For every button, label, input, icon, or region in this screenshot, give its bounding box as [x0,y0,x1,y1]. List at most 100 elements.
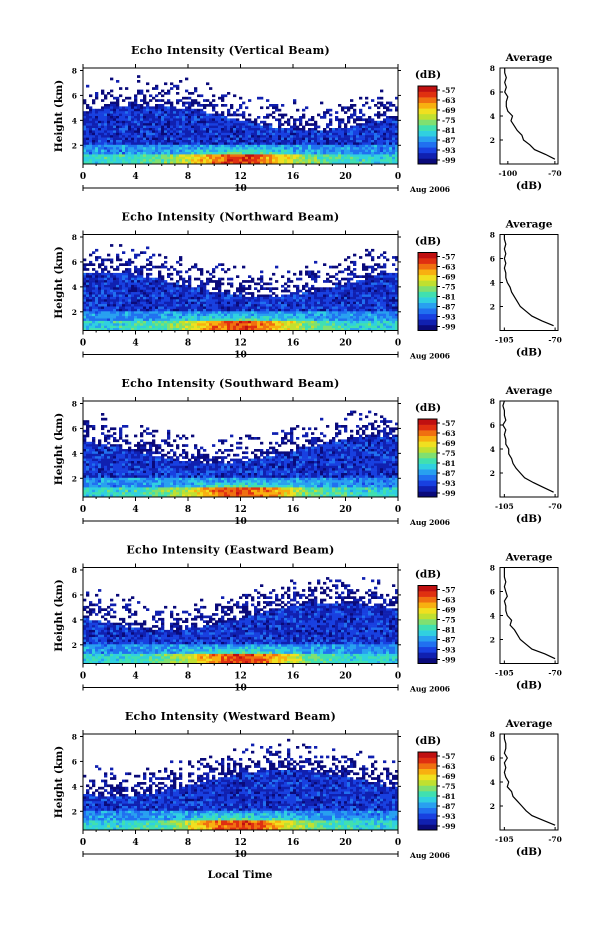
heatmap-cell [263,318,267,322]
heatmap-cell [284,128,288,131]
heatmap-cell [206,149,210,153]
heatmap-cell [299,132,303,136]
heatmap-cell [185,96,189,100]
heatmap-cell [326,156,330,160]
heatmap-cell [119,94,123,98]
heatmap-cell [188,120,192,124]
heatmap-cell [278,311,282,314]
heatmap-cell [191,265,195,269]
heatmap-cell [338,159,342,162]
heatmap-cell [161,306,165,310]
x-tick-label: 4 [132,339,138,349]
heatmap-cell [113,137,117,141]
heatmap-cell [278,299,282,302]
heatmap-cell [170,125,174,129]
heatmap-cell [269,277,273,281]
x-tick-label: 0 [395,339,401,349]
heatmap-cell [356,308,360,312]
heatmap-cell [110,275,114,278]
heatmap-cell [224,132,228,136]
heatmap-cell [101,294,105,298]
heatmap-cell [221,152,225,155]
heatmap-cell [149,272,153,276]
heatmap-cell [155,108,159,112]
heatmap-cell [155,323,159,326]
heatmap-cell [206,289,210,293]
heatmap-cell [131,308,135,312]
heatmap-cell [152,137,156,141]
heatmap-cell [206,296,210,300]
heatmap-cell [320,161,324,165]
heatmap-cell [146,82,150,86]
heatmap-cell [248,149,252,153]
heatmap-cell [218,113,222,117]
heatmap-cell [137,144,141,148]
heatmap-cell [224,299,228,302]
heatmap-cell [83,125,87,129]
heatmap-cell [104,118,108,122]
heatmap-cell [140,299,144,302]
heatmap-cell [257,140,261,143]
heatmap-cell [101,260,105,264]
heatmap-cell [104,147,108,150]
heatmap-cell [197,118,201,122]
heatmap-cell [176,313,180,317]
heatmap-cell [101,306,105,310]
heatmap-cell [230,299,234,302]
heatmap-cell [212,94,216,98]
heatmap-cell [392,318,396,322]
heatmap-cell [170,313,174,317]
heatmap-cell [227,325,231,329]
heatmap-cell [83,308,87,312]
heatmap-cell [98,135,102,138]
heatmap-cell [347,161,351,165]
heatmap-cell [158,320,162,324]
heatmap-cell [203,292,207,295]
heatmap-cell [158,311,162,314]
heatmap-cell [218,96,222,100]
heatmap-cell [377,111,381,114]
heatmap-cell [167,325,171,329]
heatmap-cell [263,125,267,129]
heatmap-cell [218,142,222,146]
heatmap-cell [128,111,132,114]
heatmap-cell [224,325,228,329]
heatmap-cell [233,320,237,324]
heatmap-cell [107,113,111,117]
heatmap-cell [266,137,270,141]
heatmap-cell [380,101,384,105]
heatmap-cell [107,123,111,126]
heatmap-cell [176,101,180,105]
heatmap-cell [179,313,183,317]
heatmap-cell [389,159,393,162]
heatmap-cell [110,301,114,305]
heatmap-cell [380,296,384,300]
heatmap-cell [293,156,297,160]
heatmap-cell [296,128,300,131]
heatmap-cell [191,128,195,131]
heatmap-cell [308,161,312,165]
heatmap-cell [323,318,327,322]
heatmap-cell [266,287,270,290]
heatmap-cell [374,144,378,148]
heatmap-cell [284,282,288,286]
heatmap-cell [278,306,282,310]
heatmap-cell [170,323,174,326]
heatmap-cell [314,325,318,329]
heatmap-cell [254,120,258,124]
heatmap-cell [107,289,111,293]
heatmap-cell [167,111,171,114]
heatmap-cell [365,159,369,162]
heatmap-cell [302,284,306,288]
heatmap-cell [140,128,144,131]
heatmap-cell [173,294,177,298]
heatmap-cell [137,306,141,310]
heatmap-cell [116,135,120,138]
heatmap-cell [83,113,87,117]
heatmap-cell [257,316,261,319]
heatmap-cell [386,132,390,136]
heatmap-cell [173,111,177,114]
heatmap-cell [392,156,396,160]
heatmap-cell [269,161,273,165]
heatmap-cell [308,123,312,126]
